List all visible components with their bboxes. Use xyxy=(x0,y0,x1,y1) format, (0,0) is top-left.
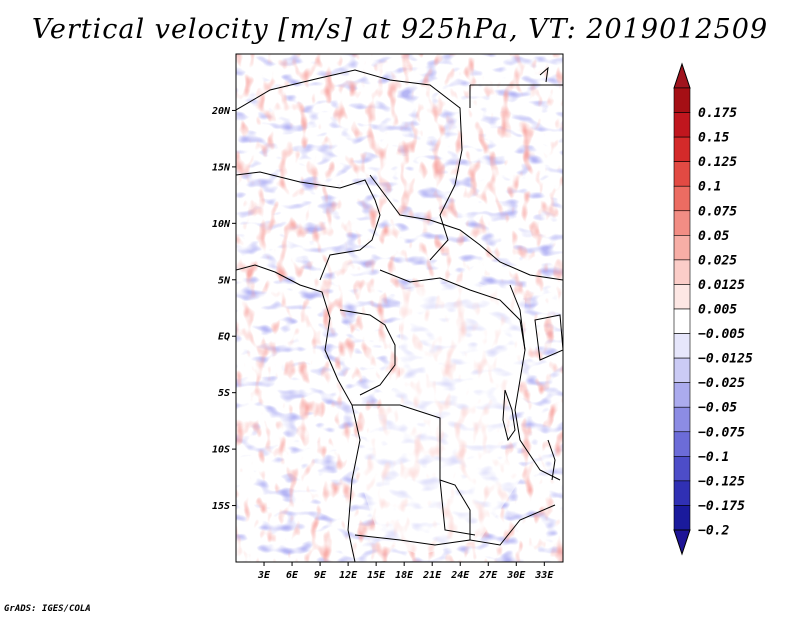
lon-tick-label: 3E xyxy=(257,570,271,581)
lake-victoria xyxy=(534,314,563,361)
border-namibia xyxy=(354,534,471,546)
border-zambia xyxy=(439,479,476,536)
colorbar-swatch xyxy=(673,357,691,383)
lon-tick-label: 18E xyxy=(395,570,414,581)
colorbar-bottom-triangle xyxy=(673,529,691,556)
border-sahel xyxy=(236,69,463,261)
colorbar-swatch xyxy=(673,480,691,506)
border-angola xyxy=(352,404,556,546)
lon-tick-label: 21E xyxy=(422,570,442,581)
colorbar: 0.175 0.15 0.125 0.1 0.075 0.05 0.025 0.0125 0.0… xyxy=(673,62,753,556)
lat-tick-label: 5N xyxy=(218,275,231,286)
lon-tick-label: 15E xyxy=(367,570,386,581)
calm-region xyxy=(360,280,525,555)
colorbar-label: 0.05 xyxy=(698,229,729,244)
lake-tanganyika xyxy=(502,389,516,442)
map-title: Vertical velocity [m/s] at 925hPa, VT: 2… xyxy=(31,14,769,45)
lat-tick-label: 10S xyxy=(212,445,230,456)
colorbar-swatch xyxy=(673,161,691,187)
colorbar-swatch xyxy=(673,87,691,113)
lat-tick-label: 10N xyxy=(212,219,231,230)
colorbar-label: −0.075 xyxy=(698,425,745,440)
colorbar-label: −0.0125 xyxy=(698,352,753,367)
lon-tick-label: 30E xyxy=(506,570,526,581)
lon-tick-label: 27E xyxy=(478,570,498,581)
colorbar-label: −0.175 xyxy=(698,499,745,514)
border-lakes xyxy=(509,284,561,481)
border-car-north xyxy=(369,174,563,281)
colorbar-label: 0.175 xyxy=(698,106,737,121)
colorbar-label: 0.0125 xyxy=(698,278,745,293)
colorbar-label: 0.075 xyxy=(698,204,737,219)
colorbar-swatch xyxy=(673,136,691,162)
colorbar-swatch xyxy=(673,382,691,408)
colorbar-swatch xyxy=(673,284,691,310)
colorbar-label: −0.2 xyxy=(698,524,729,539)
colorbar-swatch xyxy=(673,112,691,138)
latitude-axis: 20N 15N 10N 5N EQ 5S 10S 15S xyxy=(211,106,236,512)
colorbar-label: −0.125 xyxy=(698,474,745,489)
colorbar-swatch xyxy=(673,259,691,285)
colorbar-swatch xyxy=(673,333,691,359)
colorbar-swatch xyxy=(673,235,691,261)
border-north xyxy=(236,171,381,281)
colorbar-swatch xyxy=(673,406,691,433)
lon-tick-label: 12E xyxy=(339,570,358,581)
colorbar-label: 0.025 xyxy=(698,253,737,268)
lon-tick-label: 33E xyxy=(534,570,554,581)
lon-tick-label: 6E xyxy=(286,570,299,581)
lat-tick-label: 20N xyxy=(211,106,231,117)
border-car-south xyxy=(379,269,526,351)
colorbar-swatch xyxy=(673,431,691,457)
border-egypt xyxy=(469,84,563,108)
colorbar-swatch xyxy=(673,308,691,334)
colorbar-label: −0.005 xyxy=(698,327,745,342)
lon-tick-label: 24E xyxy=(450,570,470,581)
sinai-coast xyxy=(539,66,549,83)
boundaries xyxy=(236,66,563,562)
border-congo xyxy=(339,309,396,396)
colorbar-label: 0.005 xyxy=(698,303,737,318)
coastline xyxy=(236,264,361,562)
colorbar-swatch xyxy=(673,456,691,482)
lat-tick-label: 15N xyxy=(212,162,231,173)
credit-label: GrADS: IGES/COLA xyxy=(4,604,91,614)
colorbar-label: −0.1 xyxy=(698,450,729,465)
colorbar-label: 0.15 xyxy=(698,131,729,146)
colorbar-label: −0.05 xyxy=(698,401,737,416)
lat-tick-label: 15S xyxy=(212,501,230,512)
plot-area xyxy=(236,54,563,562)
colorbar-swatch xyxy=(673,210,691,236)
lake-malawi xyxy=(547,439,556,481)
longitude-axis: 3E 6E 9E 12E 15E 18E 21E 24E 27E 30E 33E xyxy=(257,562,554,581)
colorbar-swatch xyxy=(673,185,691,212)
lat-tick-label: 5S xyxy=(218,388,230,399)
colorbar-swatch xyxy=(673,505,691,531)
colorbar-top-triangle xyxy=(673,62,691,89)
colorbar-label: 0.1 xyxy=(698,180,721,195)
colorbar-label: −0.025 xyxy=(698,376,745,391)
colorbar-label: 0.125 xyxy=(698,155,737,170)
lat-tick-label: EQ xyxy=(218,332,230,343)
lon-tick-label: 9E xyxy=(314,570,327,581)
plot-frame xyxy=(235,53,564,563)
